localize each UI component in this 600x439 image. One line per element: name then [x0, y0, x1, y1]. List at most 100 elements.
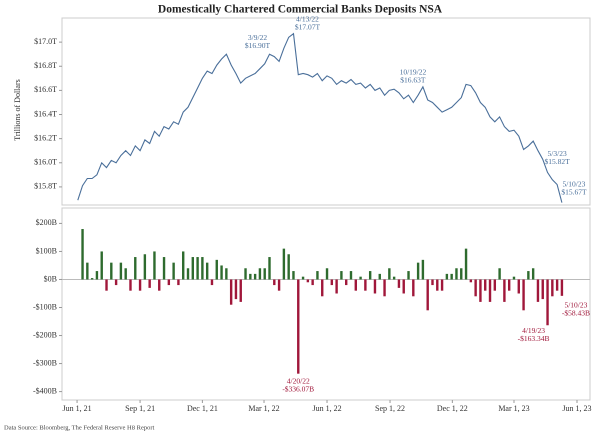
top-panel-frame — [61, 17, 591, 206]
bar — [143, 254, 147, 280]
bar — [220, 265, 223, 280]
bar — [464, 248, 468, 280]
bar — [517, 279, 520, 294]
x-tick-label: Jun 1, 22 — [312, 404, 341, 413]
annotation: 4/20/22 — [287, 376, 310, 385]
bar — [436, 279, 439, 291]
bar — [522, 279, 525, 311]
bar — [253, 273, 257, 280]
bar — [129, 279, 132, 291]
bar — [196, 257, 199, 280]
bar — [507, 279, 511, 291]
bar — [81, 229, 84, 280]
bar — [416, 262, 420, 280]
bar — [172, 262, 175, 280]
source-note: Data Source: Bloomberg, The Federal Rese… — [4, 424, 154, 431]
annotation: 10/19/22 — [400, 67, 427, 76]
y-axis-label: Trillions of Dollars — [13, 79, 22, 141]
bar — [114, 279, 118, 286]
y-tick-label: $16.6T — [34, 85, 57, 94]
bar — [469, 279, 473, 283]
bar — [431, 279, 434, 286]
bar — [287, 254, 290, 280]
bar — [273, 279, 276, 286]
annotation: 5/3/23 — [548, 149, 567, 158]
bar — [412, 279, 415, 297]
annotation: -$58.43B — [562, 309, 590, 318]
bar — [488, 279, 492, 302]
bar — [407, 271, 410, 280]
bar — [541, 279, 544, 300]
bar — [167, 279, 171, 286]
bar — [210, 279, 214, 286]
bar — [124, 268, 127, 280]
bar — [277, 279, 281, 291]
bar — [234, 279, 238, 300]
bar — [330, 279, 334, 286]
y-tick-label: -$200B — [33, 330, 57, 339]
x-tick-label: Mar 1, 22 — [248, 404, 279, 413]
bar — [258, 268, 262, 280]
bar — [177, 279, 180, 286]
bar — [493, 279, 497, 291]
bar — [397, 279, 401, 288]
y-tick-label: $16.2T — [34, 133, 57, 142]
bar — [229, 279, 233, 305]
x-tick-label: Dec 1, 22 — [437, 404, 468, 413]
bar — [551, 279, 554, 297]
deposits-line — [77, 32, 563, 203]
bar — [527, 271, 530, 280]
annotation: 5/10/23 — [564, 301, 587, 310]
bar — [306, 279, 310, 283]
bar — [100, 251, 103, 280]
bar — [421, 259, 425, 280]
bar — [119, 262, 123, 280]
bar — [555, 279, 559, 291]
bar — [282, 248, 286, 280]
y-tick-label: $17.0T — [34, 37, 57, 46]
bar — [182, 251, 185, 280]
x-tick-label: Jun 1, 23 — [562, 404, 591, 413]
x-tick-label: Sep 1, 22 — [375, 404, 405, 413]
bar — [158, 279, 161, 291]
bar — [368, 271, 372, 280]
bar — [484, 279, 487, 291]
bar — [244, 268, 247, 280]
y-tick-label: $100B — [36, 246, 57, 255]
annotation: $17.07T — [295, 22, 321, 31]
bar — [263, 268, 266, 280]
bar — [153, 251, 156, 280]
bar — [354, 279, 357, 291]
bar — [225, 268, 228, 280]
annotation: $16.63T — [400, 75, 426, 84]
bar — [460, 268, 463, 280]
y-tick-label: $16.4T — [34, 109, 57, 118]
bar — [162, 257, 166, 280]
bar — [110, 262, 113, 280]
bar — [340, 271, 343, 280]
annotation: 4/13/22 — [296, 14, 319, 23]
y-tick-label: $16.0T — [34, 158, 57, 167]
x-tick-label: Dec 1, 21 — [187, 404, 218, 413]
bar — [95, 271, 99, 280]
bar — [426, 279, 429, 311]
annotation: 5/10/23 — [562, 179, 585, 188]
bar — [268, 257, 271, 280]
bar — [215, 259, 218, 280]
bar — [138, 279, 142, 291]
bar — [349, 271, 353, 280]
bar — [90, 278, 94, 280]
y-tick-label: -$100B — [33, 302, 57, 311]
bar — [249, 273, 252, 280]
chart-title: Domestically Chartered Commercial Banks … — [158, 4, 443, 16]
bar — [440, 279, 444, 291]
bar — [134, 257, 137, 280]
annotation: 3/9/22 — [248, 33, 267, 42]
bar — [474, 279, 477, 297]
bar — [498, 268, 501, 280]
y-tick-label: $0B — [44, 274, 57, 283]
y-tick-label: $200B — [36, 218, 57, 227]
bar — [536, 279, 540, 302]
bar — [450, 273, 453, 280]
